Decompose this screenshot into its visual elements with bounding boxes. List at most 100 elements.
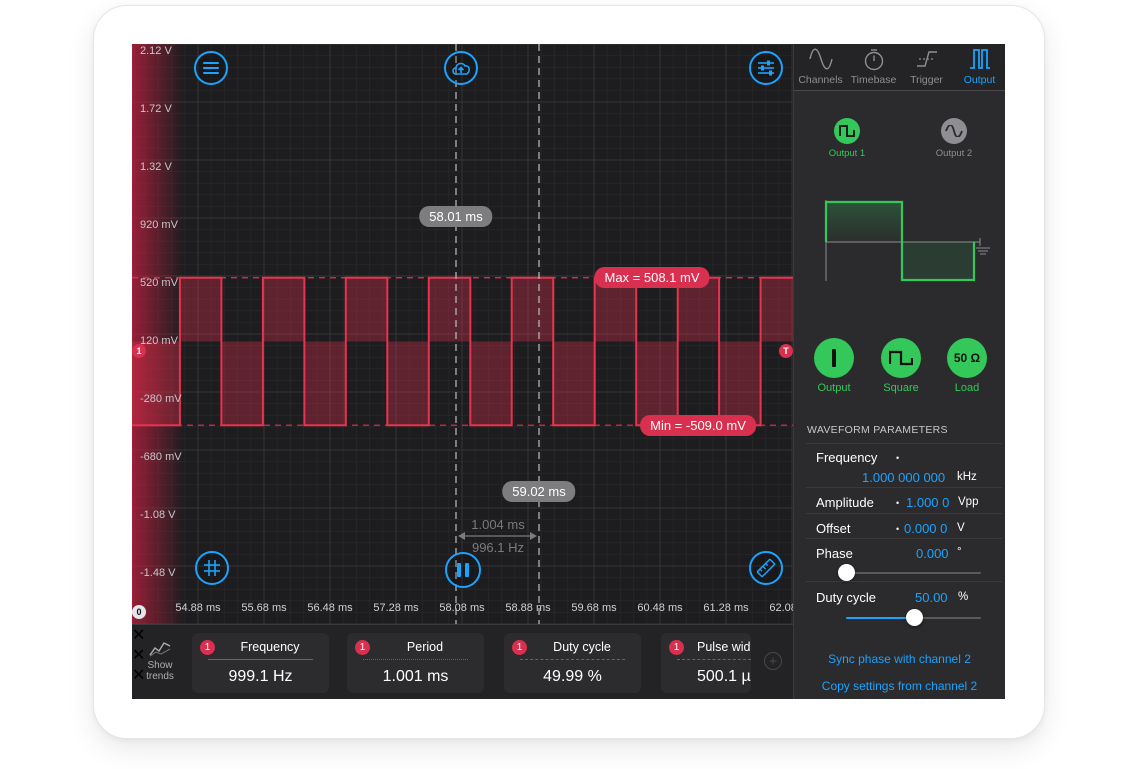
- sync-phase-link[interactable]: Sync phase with channel 2: [828, 652, 971, 666]
- ruler-icon: [756, 558, 776, 578]
- tab-timebase[interactable]: Timebase: [847, 44, 900, 90]
- phase-value[interactable]: 0.000: [916, 546, 949, 561]
- show-trends-label-1: Show: [147, 660, 173, 671]
- show-trends-label-2: trends: [146, 671, 174, 682]
- amplitude-unit: Vpp: [958, 496, 979, 508]
- frequency-label: Frequency: [816, 450, 878, 465]
- cursor-a-time-label[interactable]: 58.01 ms: [419, 206, 493, 227]
- output-toggle-label: Output: [817, 382, 851, 394]
- channel-1-offset-marker[interactable]: 1: [132, 344, 146, 358]
- delta-arrow-right: [530, 532, 537, 540]
- settings-sliders-button[interactable]: [749, 51, 783, 85]
- offset-row[interactable]: Offset • 0.000 0 V: [806, 513, 1002, 539]
- output-2-selector[interactable]: Output 2: [914, 118, 994, 159]
- phase-slider-thumb[interactable]: [838, 564, 855, 581]
- trigger-edge-icon: [917, 51, 937, 67]
- measurement-card-pulse-width[interactable]: 1 Pulse wid 500.1 µ: [661, 633, 751, 693]
- x-axis-label: 58.08 ms: [439, 602, 485, 614]
- measurement-card-frequency[interactable]: 1 Frequency 999.1 Hz: [192, 633, 329, 693]
- pulse-icon: [970, 49, 990, 69]
- max-ruler-label[interactable]: Max = 508.1 mV: [594, 267, 710, 288]
- output-1-label: Output 1: [828, 148, 866, 159]
- scope-view[interactable]: 2.12 V 1.72 V 1.32 V 920 mV 520 mV 120 mV -280…: [132, 44, 793, 624]
- duty-cycle-slider-fill: [846, 617, 914, 619]
- min-ruler-label[interactable]: Min = -509.0 mV: [640, 415, 756, 436]
- tab-channels[interactable]: Channels: [794, 44, 847, 90]
- y-axis-label: 920 mV: [140, 219, 178, 231]
- amplitude-bullet: •: [896, 498, 900, 508]
- x-axis-label: 58.88 ms: [505, 602, 551, 614]
- card-channel-badge: 1: [669, 640, 684, 655]
- cloud-upload-button[interactable]: [444, 51, 478, 85]
- waveform-preview: [824, 200, 990, 282]
- measurements-bar: Show trends 1 Frequency 999.1 Hz 1 Perio…: [132, 624, 793, 699]
- tab-trigger-label: Trigger: [910, 74, 943, 86]
- square-wave-icon: [881, 338, 921, 378]
- cursor-b-time-label[interactable]: 59.02 ms: [502, 481, 576, 502]
- output-1-selector[interactable]: Output 1: [807, 118, 887, 159]
- card-title: Duty cycle: [553, 640, 611, 654]
- frequency-row[interactable]: Frequency • 1.000 000 000 kHz: [806, 443, 1002, 488]
- offset-label: Offset: [816, 521, 851, 536]
- amplitude-value[interactable]: 1.000 0: [906, 495, 950, 510]
- amplitude-row[interactable]: Amplitude • 1.000 0 Vpp: [806, 487, 1002, 514]
- tab-output[interactable]: Output: [953, 44, 1005, 90]
- tab-trigger[interactable]: Trigger: [900, 44, 953, 90]
- show-trends-button[interactable]: Show trends: [138, 639, 182, 682]
- x-axis-label: 55.68 ms: [241, 602, 287, 614]
- menu-button[interactable]: [194, 51, 228, 85]
- menu-icon: [203, 62, 219, 74]
- stopwatch-icon: [864, 49, 884, 71]
- card-channel-badge: 1: [355, 640, 370, 655]
- x-axis-label: 54.88 ms: [175, 602, 221, 614]
- card-value: 1.001 ms: [382, 668, 449, 685]
- load-button[interactable]: 50 Ω Load: [946, 338, 988, 394]
- trends-icon: [149, 642, 171, 657]
- waveform-fill: [132, 277, 793, 426]
- frequency-bullet: •: [896, 453, 900, 463]
- duty-cycle-label: Duty cycle: [816, 590, 876, 605]
- close-period-card-icon[interactable]: ✕: [132, 647, 146, 664]
- delta-arrow-left: [458, 532, 465, 540]
- offset-value[interactable]: 0.000 0: [904, 521, 948, 536]
- y-axis-label: -1.08 V: [140, 509, 176, 521]
- y-axis-label: 2.12 V: [140, 45, 172, 57]
- output-toggle-button[interactable]: Output: [813, 338, 855, 394]
- waveform-type-button[interactable]: Square: [880, 338, 922, 394]
- waveform-type-label: Square: [883, 382, 919, 394]
- trigger-marker[interactable]: T: [779, 344, 793, 358]
- card-underline: [363, 659, 468, 660]
- phase-slider-track[interactable]: [846, 572, 981, 574]
- settings-panel: Channels Timebase Trigger: [793, 44, 1005, 699]
- add-measurement-icon[interactable]: +: [764, 652, 782, 670]
- frequency-value[interactable]: 1.000 000 000: [862, 470, 946, 485]
- duty-cycle-value[interactable]: 50.00: [915, 590, 948, 605]
- card-underline: [677, 659, 751, 660]
- y-axis-label: 1.32 V: [140, 161, 172, 173]
- app-screen: 2.12 V 1.72 V 1.32 V 920 mV 520 mV 120 mV -280…: [132, 44, 1005, 699]
- phase-label: Phase: [816, 546, 853, 561]
- grid-toggle-button[interactable]: [195, 551, 229, 585]
- pause-button[interactable]: [445, 552, 481, 588]
- copy-settings-link[interactable]: Copy settings from channel 2: [821, 679, 978, 693]
- ruler-button[interactable]: [749, 551, 783, 585]
- measurement-card-duty-cycle[interactable]: 1 Duty cycle 49.99 %: [504, 633, 641, 693]
- output-1-square-icon: [834, 118, 860, 144]
- output-2-label: Output 2: [935, 148, 973, 159]
- scope-plot[interactable]: [132, 44, 793, 624]
- measurement-card-period[interactable]: 1 Period 1.001 ms: [347, 633, 484, 693]
- close-duty-cycle-card-icon[interactable]: ✕: [132, 667, 146, 684]
- card-title: Period: [406, 640, 444, 654]
- duty-cycle-unit: %: [958, 591, 969, 603]
- phase-row[interactable]: Phase 0.000 °: [806, 538, 1002, 582]
- delta-time-label: 1.004 ms: [471, 517, 525, 532]
- duty-cycle-row[interactable]: Duty cycle 50.00 %: [806, 581, 1002, 628]
- frequency-unit: kHz: [957, 471, 977, 483]
- duty-cycle-slider-thumb[interactable]: [905, 609, 923, 626]
- zero-time-marker[interactable]: 0: [132, 605, 146, 619]
- x-axis-label: 62.08 ms: [769, 602, 793, 614]
- tab-output-label: Output: [963, 74, 996, 86]
- close-frequency-card-icon[interactable]: ✕: [132, 627, 146, 644]
- card-value: 49.99 %: [543, 668, 602, 685]
- y-axis-label: 1.72 V: [140, 103, 172, 115]
